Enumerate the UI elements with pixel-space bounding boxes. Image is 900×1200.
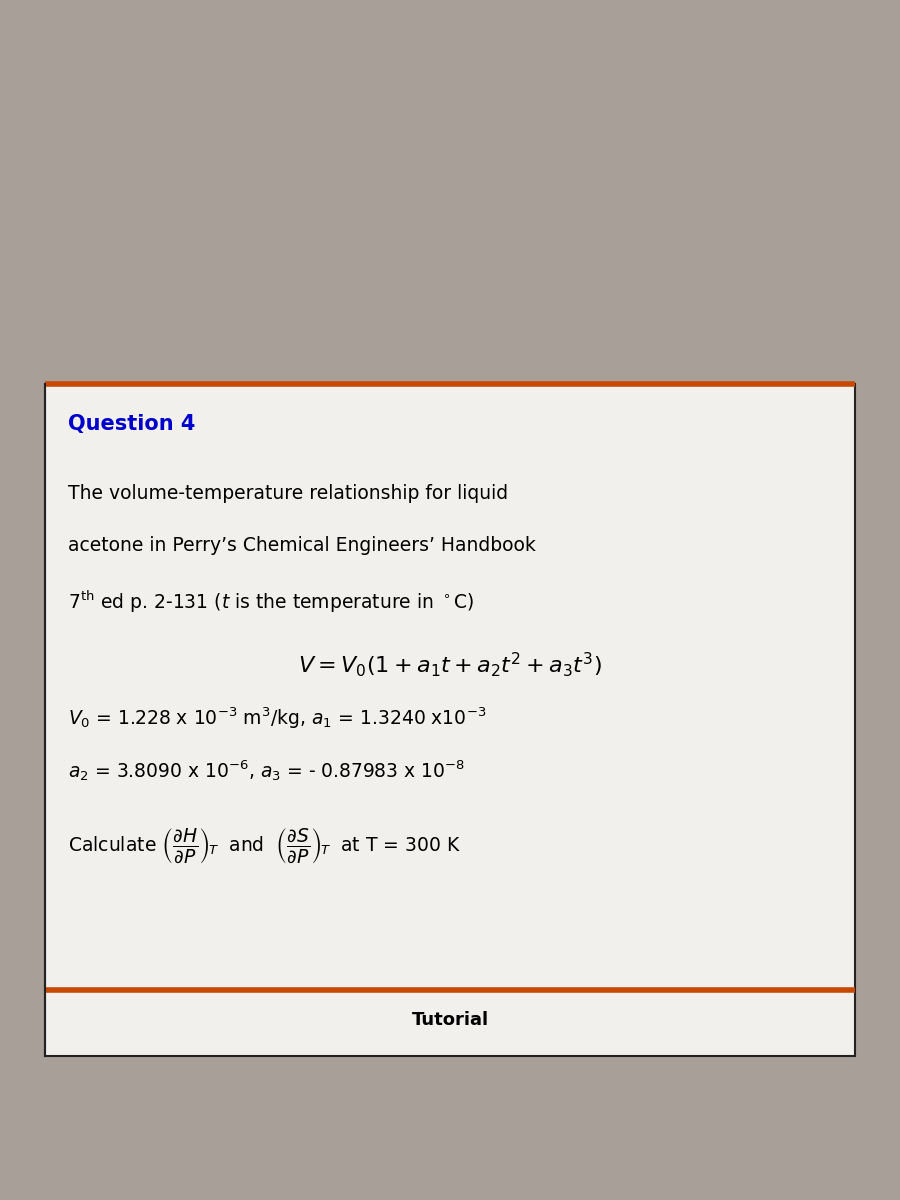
- Text: The volume-temperature relationship for liquid: The volume-temperature relationship for …: [68, 484, 508, 503]
- Text: Question 4: Question 4: [68, 414, 195, 434]
- Text: $V = V_0(1 + a_1t + a_2t^2 + a_3t^3)$: $V = V_0(1 + a_1t + a_2t^2 + a_3t^3)$: [298, 650, 602, 679]
- Text: $a_2$ = 3.8090 x 10$^{-6}$, $a_3$ = - 0.87983 x 10$^{-8}$: $a_2$ = 3.8090 x 10$^{-6}$, $a_3$ = - 0.…: [68, 758, 464, 782]
- Text: Tutorial: Tutorial: [411, 1010, 489, 1028]
- Text: 7$^{\rm th}$ ed p. 2-131 ($t$ is the temperature in $^\circ$C): 7$^{\rm th}$ ed p. 2-131 ($t$ is the tem…: [68, 589, 473, 616]
- Text: $V_0$ = 1.228 x 10$^{-3}$ m$^3$/kg, $a_1$ = 1.3240 x10$^{-3}$: $V_0$ = 1.228 x 10$^{-3}$ m$^3$/kg, $a_1…: [68, 706, 486, 731]
- Text: Calculate $\left(\dfrac{\partial H}{\partial P}\right)_{\!T}$  and  $\left(\dfra: Calculate $\left(\dfrac{\partial H}{\par…: [68, 827, 460, 865]
- FancyBboxPatch shape: [45, 384, 855, 1056]
- Text: acetone in Perry’s Chemical Engineers’ Handbook: acetone in Perry’s Chemical Engineers’ H…: [68, 536, 536, 556]
